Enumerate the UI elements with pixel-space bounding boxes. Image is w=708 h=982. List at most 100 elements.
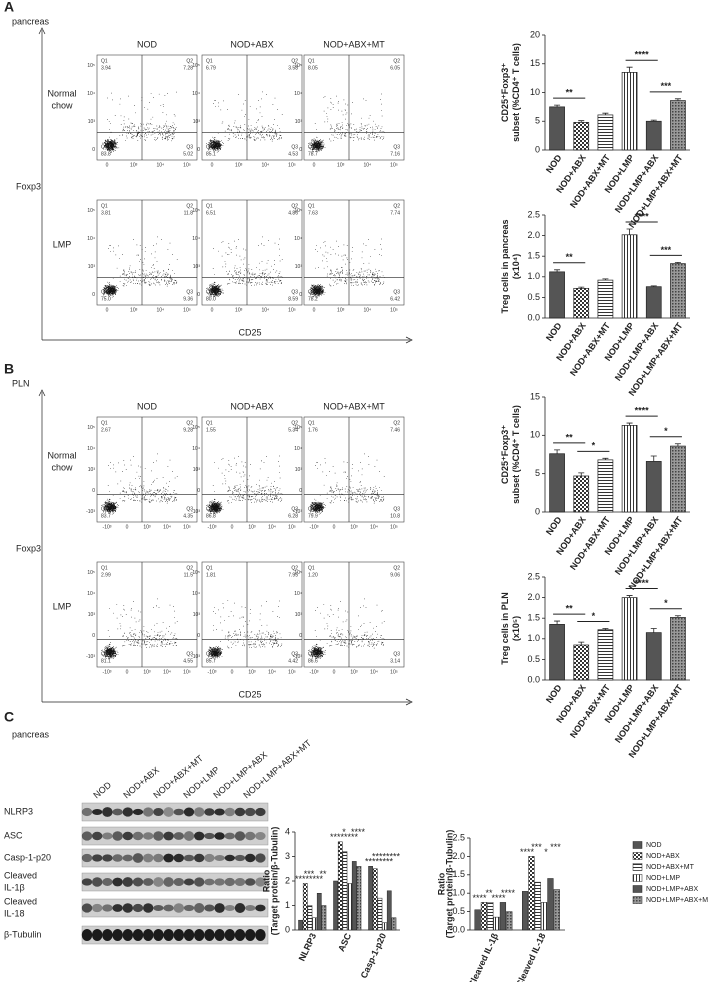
error-bar bbox=[650, 628, 657, 633]
category-label: NOD+LMP+ABX bbox=[613, 683, 660, 745]
bar bbox=[597, 279, 614, 319]
flow-x-tick: -10³ bbox=[310, 669, 319, 675]
legend-label: NOD+ABX+MT bbox=[646, 864, 695, 871]
category-label: NOD+LMP+ABX bbox=[613, 321, 660, 383]
significance-label: *** bbox=[304, 869, 315, 879]
bar bbox=[645, 461, 662, 513]
bar bbox=[645, 286, 662, 319]
quadrant-name: Q1 bbox=[308, 58, 315, 64]
significance-label: **** bbox=[295, 874, 310, 884]
legend-label: NOD+ABX bbox=[646, 853, 680, 860]
quadrant-value: 9.36 bbox=[183, 296, 193, 302]
flow-x-tick: 10⁴ bbox=[156, 162, 164, 168]
flow-y-tick: -10³ bbox=[293, 654, 302, 660]
flow-x-tick: 10⁴ bbox=[363, 307, 371, 313]
flow-x-tick: 10⁵ bbox=[183, 524, 191, 530]
blot-band bbox=[81, 903, 93, 913]
quadrant-value: 1.20 bbox=[308, 572, 318, 578]
flow-y-tick: 10⁵ bbox=[192, 208, 200, 214]
blot-band bbox=[204, 832, 215, 840]
blot-band bbox=[245, 831, 256, 841]
quadrant-value: 3.81 bbox=[101, 210, 111, 216]
bar bbox=[347, 883, 352, 931]
error-bar bbox=[578, 472, 585, 476]
band-label: β-Tubulin bbox=[4, 929, 41, 939]
blot-band bbox=[234, 807, 246, 817]
y-axis-label: Foxp3 bbox=[16, 543, 41, 553]
quadrant-name: Q2 bbox=[186, 565, 193, 571]
y-tick-label: 2.0 bbox=[527, 230, 540, 240]
quadrant-name: Q1 bbox=[206, 565, 213, 571]
flow-x-tick: 10⁵ bbox=[183, 307, 191, 313]
flow-x-tick: 0 bbox=[106, 307, 109, 313]
error-bar bbox=[626, 595, 633, 598]
significance-label: ** bbox=[566, 432, 574, 442]
flow-y-tick: 10⁵ bbox=[192, 570, 200, 576]
y-axis-label: (x10⁵) bbox=[511, 616, 521, 641]
significance-label: **** bbox=[635, 578, 650, 588]
blot-band bbox=[183, 854, 195, 862]
y-tick-label: 5 bbox=[535, 116, 540, 126]
blot-band bbox=[112, 831, 123, 841]
legend-swatch bbox=[632, 885, 643, 893]
flow-y-tick: 10⁴ bbox=[294, 591, 302, 597]
y-tick-label: 3 bbox=[285, 851, 290, 861]
bar bbox=[321, 905, 327, 931]
quadrant-name: Q4 bbox=[101, 506, 108, 512]
bar bbox=[298, 919, 303, 931]
quadrant-value: 5.02 bbox=[183, 151, 193, 157]
legend-label: NOD+LMP+ABX+MT bbox=[646, 897, 708, 904]
blot-band bbox=[102, 807, 113, 817]
flow-y-tick: 10³ bbox=[88, 467, 96, 473]
blot-band bbox=[153, 877, 164, 887]
flow-y-tick: 10³ bbox=[193, 119, 201, 125]
blot-band bbox=[224, 807, 235, 817]
error-bar bbox=[554, 269, 561, 272]
y-tick-label: 15 bbox=[530, 391, 540, 401]
y-tick-label: 1.5 bbox=[452, 869, 465, 879]
blot-band bbox=[132, 808, 144, 816]
category-label: Casp-1-p20 bbox=[359, 932, 389, 980]
flow-x-tick: -10³ bbox=[103, 524, 112, 530]
blot-band bbox=[92, 854, 103, 862]
axis-arrow bbox=[38, 389, 46, 397]
flow-y-tick: 10⁵ bbox=[192, 425, 200, 431]
significance-label: * bbox=[544, 847, 548, 857]
y-tick-label: 0.5 bbox=[452, 906, 465, 916]
x-axis-label: CD25 bbox=[238, 689, 261, 699]
quadrant-value: 1.76 bbox=[308, 427, 318, 433]
quadrant-value: 9.28 bbox=[183, 427, 193, 433]
flow-x-tick: -10³ bbox=[310, 524, 319, 530]
quadrant-name: Q1 bbox=[101, 420, 108, 426]
significance-label: * bbox=[664, 426, 668, 436]
blot-band bbox=[102, 878, 113, 886]
quadrant-value: 11.8 bbox=[184, 210, 194, 216]
significance-label: *** bbox=[661, 81, 672, 91]
y-axis-label: (x10⁴) bbox=[511, 254, 521, 279]
quadrant-name: Q4 bbox=[308, 651, 315, 657]
blot-band bbox=[153, 929, 164, 941]
row-label: LMP bbox=[53, 239, 72, 249]
y-axis-label: CD25⁺Foxp3⁺ bbox=[500, 63, 510, 122]
flow-x-tick: 0 bbox=[126, 669, 129, 675]
quadrant-value: 1.81 bbox=[206, 572, 216, 578]
category-label: NLRP3 bbox=[297, 932, 319, 963]
column-header: NOD bbox=[137, 39, 158, 49]
quadrant-name: Q3 bbox=[393, 506, 400, 512]
quadrant-name: Q2 bbox=[291, 203, 298, 209]
bar bbox=[670, 263, 686, 319]
flow-x-tick: 10³ bbox=[350, 669, 358, 675]
bar bbox=[528, 856, 535, 931]
blot-band bbox=[194, 831, 205, 841]
flow-y-tick: 10³ bbox=[193, 264, 201, 270]
column-header: NOD+ABX+MT bbox=[323, 401, 385, 411]
quadrant-name: Q3 bbox=[186, 144, 193, 150]
y-tick-label: 1.5 bbox=[527, 251, 540, 261]
quadrant-value: 6.79 bbox=[206, 65, 216, 71]
error-bar bbox=[674, 261, 681, 264]
bar bbox=[547, 878, 554, 931]
bar bbox=[597, 629, 614, 681]
lane-label: NOD+ABX+MT bbox=[151, 753, 205, 801]
flow-x-tick: 10⁴ bbox=[163, 669, 171, 675]
quadrant-name: Q2 bbox=[393, 565, 400, 571]
